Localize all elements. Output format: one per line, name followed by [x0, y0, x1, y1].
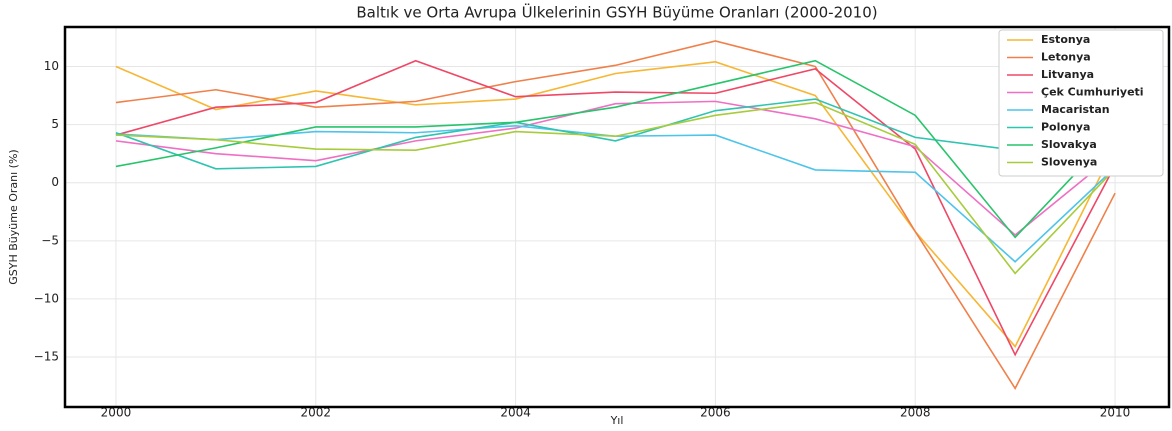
series-line [115, 40, 1116, 391]
legend-label: Letonya [1041, 51, 1091, 64]
series-line [115, 124, 1116, 263]
legend-label: Slovenya [1041, 156, 1097, 169]
legend-label: Çek Cumhuriyeti [1041, 86, 1144, 99]
legend-label: Estonya [1041, 33, 1090, 46]
x-axis-label: Yıl [610, 414, 624, 427]
y-tick-label: −5 [41, 233, 59, 247]
series-line [115, 59, 1116, 357]
series-line [115, 59, 1116, 239]
y-axis-label: GSYH Büyüme Oranı (%) [7, 149, 20, 284]
y-tick-label: 0 [51, 175, 59, 189]
series-line [115, 101, 1116, 275]
legend-label: Macaristan [1041, 103, 1110, 116]
legend-box [998, 29, 1164, 177]
x-tick-label: 2006 [700, 406, 731, 420]
chart-title: Baltık ve Orta Avrupa Ülkelerinin GSYH B… [356, 3, 877, 22]
y-tick-label: −15 [34, 350, 59, 364]
series-line [115, 100, 1116, 237]
x-tick-label: 2002 [300, 406, 331, 420]
legend-label: Polonya [1041, 121, 1090, 134]
x-tick-label: 2000 [101, 406, 132, 420]
x-tick-label: 2008 [900, 406, 931, 420]
legend-label: Slovakya [1041, 138, 1097, 151]
x-tick-label: 2010 [1100, 406, 1131, 420]
y-tick-label: −10 [34, 291, 59, 305]
y-tick-label: 10 [44, 59, 59, 73]
series-line [115, 98, 1116, 170]
x-tick-label: 2004 [500, 406, 531, 420]
y-tick-label: 5 [51, 117, 59, 131]
legend-label: Litvanya [1041, 68, 1094, 81]
plot-frame [63, 25, 1171, 409]
series-line [115, 61, 1116, 349]
